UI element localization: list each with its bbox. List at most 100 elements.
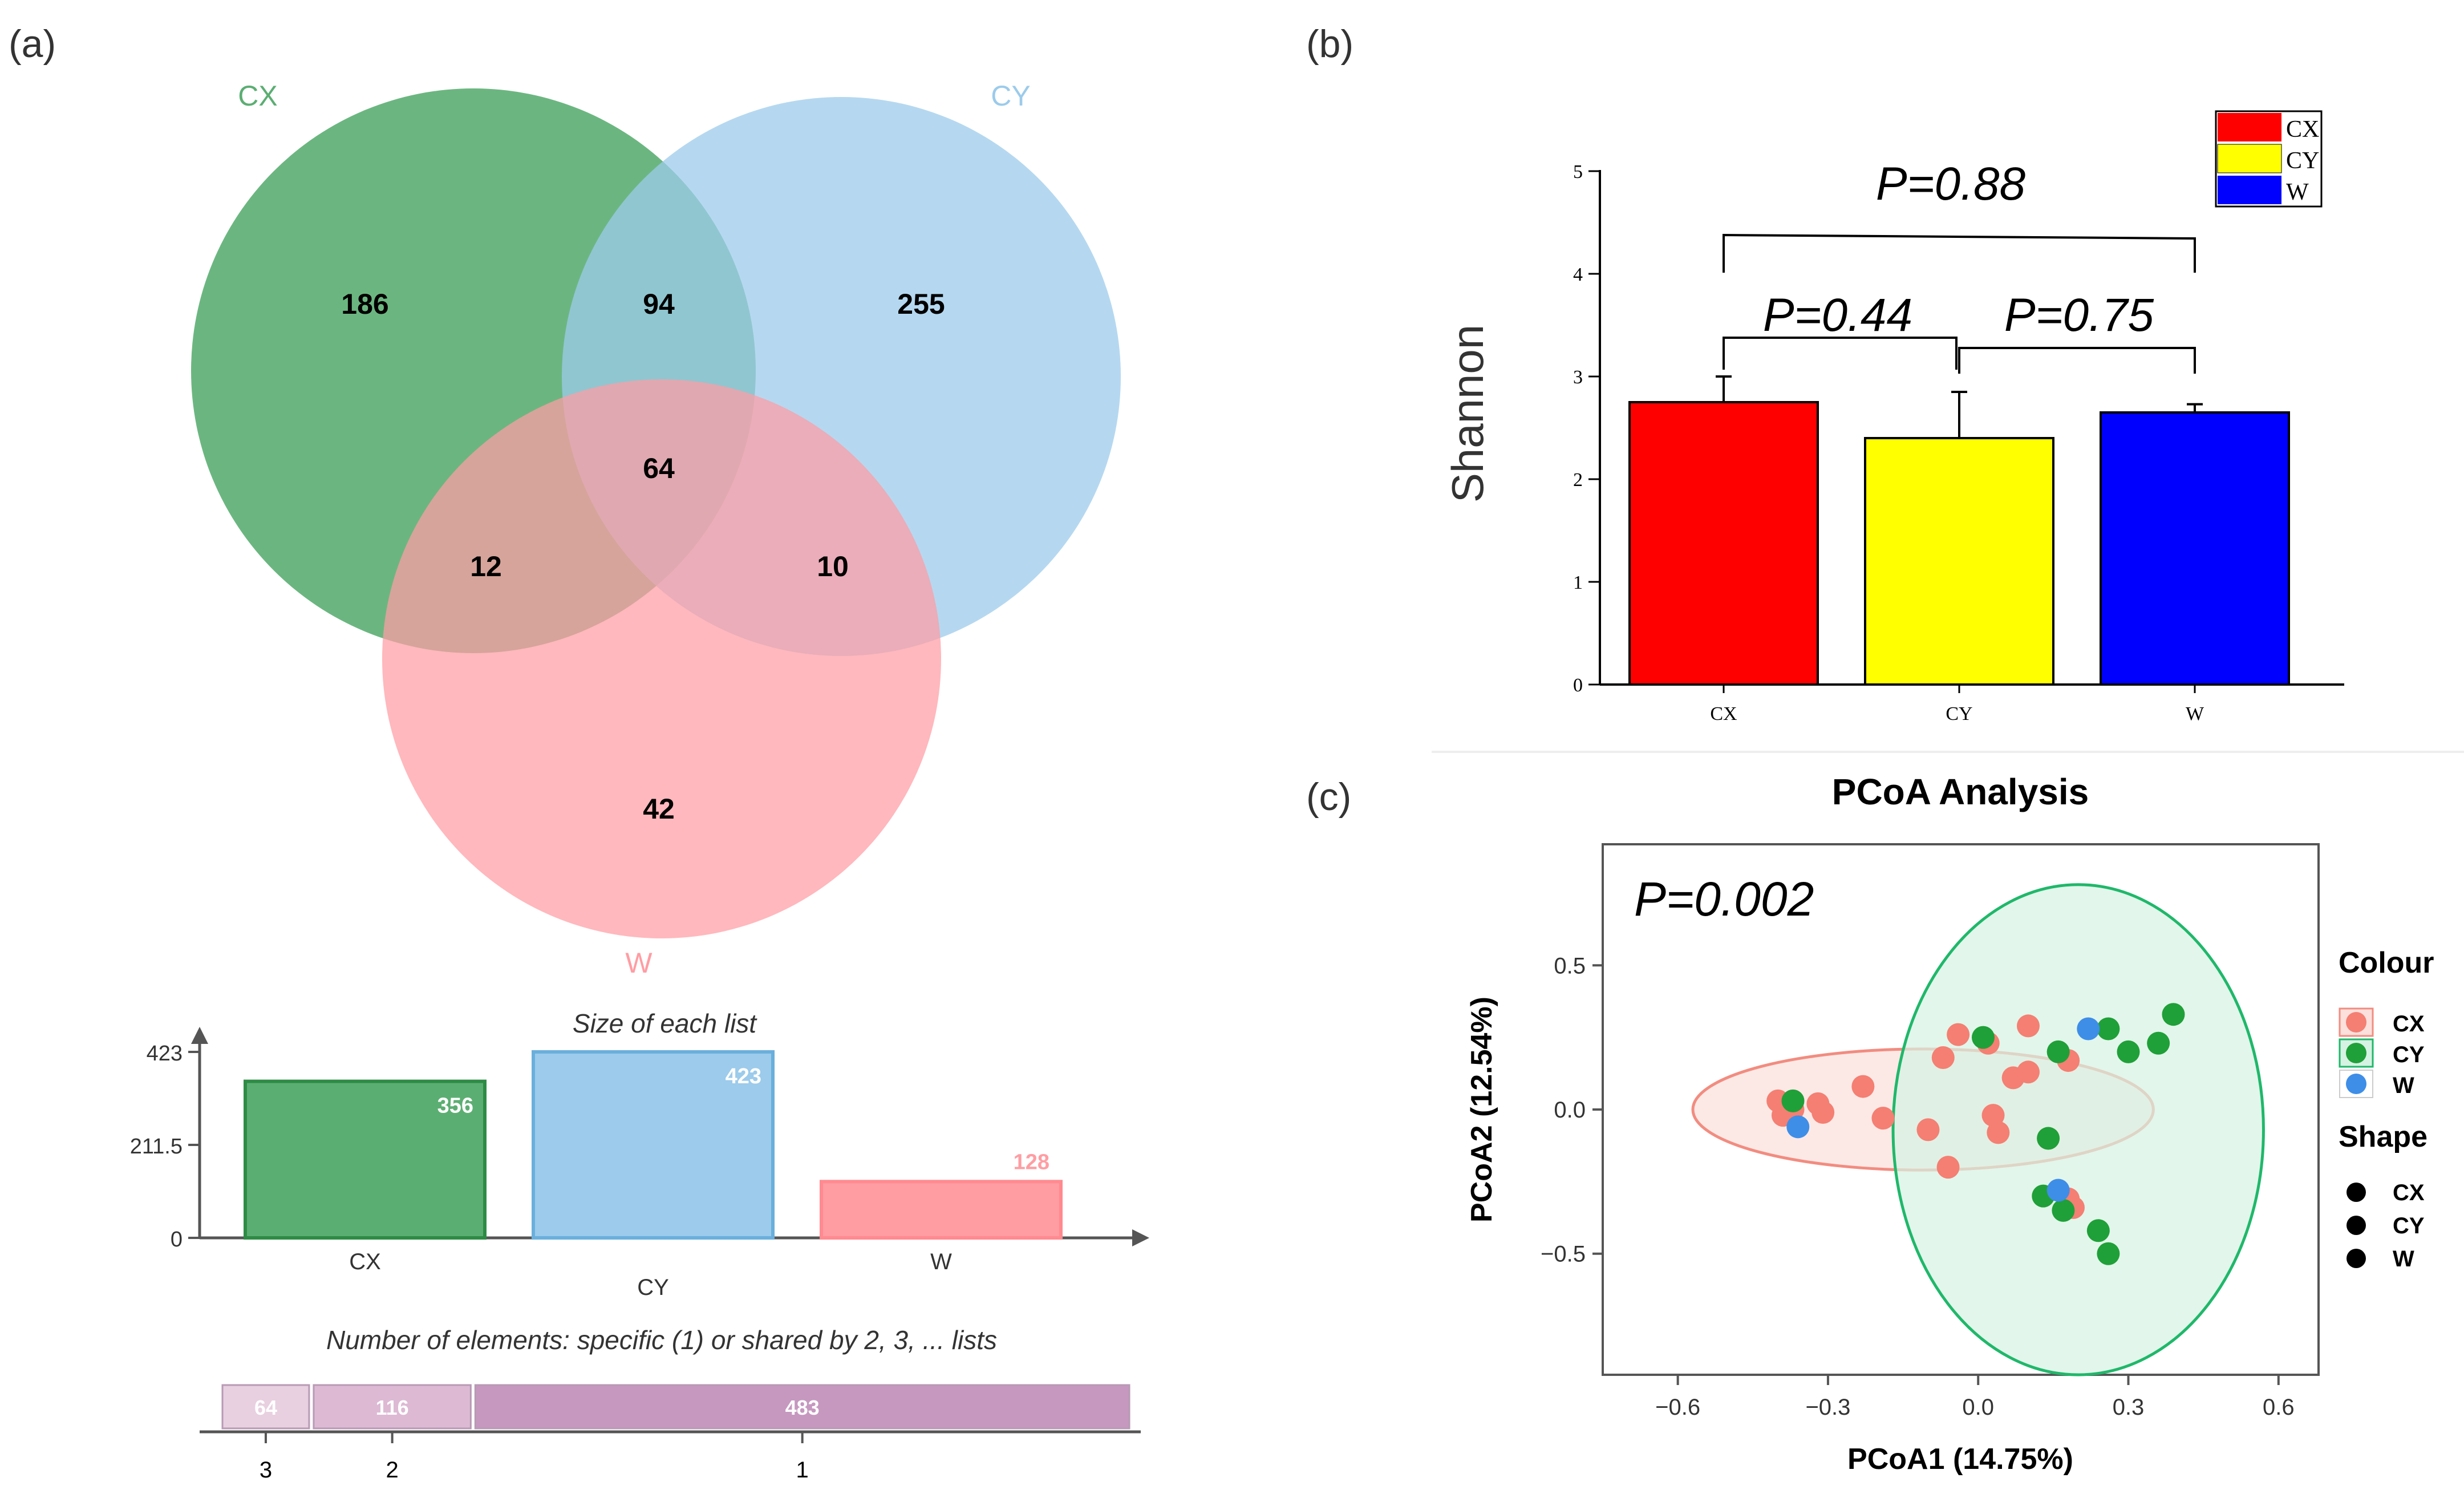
pcoa-point-cy — [2037, 1127, 2060, 1150]
pcoa-point-cy — [1781, 1089, 1805, 1112]
venn-region-cy-only: 255 — [897, 288, 945, 320]
size-bar-w — [820, 1180, 1063, 1240]
venn-region-cy-w: 10 — [817, 550, 849, 582]
pcoa-x-tick-label: 0.0 — [1962, 1395, 1994, 1420]
pcoa-point-cx — [2016, 1014, 2040, 1038]
pcoa-point-cy — [2097, 1242, 2120, 1265]
legend-swatch-cy — [2217, 144, 2282, 173]
pcoa-point-cx — [1987, 1121, 2010, 1144]
pcoa-x-tick-label: 0.6 — [2263, 1395, 2295, 1420]
pcoa-point-cy — [2097, 1017, 2120, 1040]
shared-category-3: 3 — [260, 1457, 272, 1483]
pcoa-legend-label-w: W — [2393, 1073, 2414, 1098]
pcoa-point-cx — [2016, 1060, 2040, 1084]
shannon-y-label: Shannon — [1442, 325, 1493, 503]
size-bar-value-cy: 423 — [726, 1064, 761, 1088]
legend-swatch-cx — [2218, 113, 2281, 141]
pcoa-point-cx — [1947, 1023, 1970, 1046]
size-bar-chart: Size of each list 0 211.5 423 356 CX 423 CY 12… — [130, 1009, 1149, 1300]
pcoa-y-label: PCoA2 (12.54%) — [1465, 997, 1498, 1222]
size-bar-category-w: W — [930, 1249, 952, 1274]
shannon-x-label-w: W — [2186, 703, 2204, 724]
size-bar-category-cx: CX — [349, 1249, 381, 1274]
pcoa-x-tick-label: −0.3 — [1805, 1395, 1850, 1420]
shannon-bar-chart: Shannon 0 1 2 3 4 5 CX CY W P=0.88 P=0.44 P=0.7… — [1442, 110, 2344, 724]
shannon-y-tick-label: 3 — [1573, 367, 1583, 388]
shared-segment-value-3: 64 — [254, 1396, 277, 1419]
pcoa-ellipse-cy — [1891, 883, 2265, 1376]
pcoa-legend-colour-title: Colour — [2339, 946, 2434, 979]
venn-region-cx-w: 12 — [470, 550, 502, 582]
pcoa-point-cy — [2147, 1031, 2170, 1055]
pcoa-point-cy — [1971, 1026, 1995, 1049]
pcoa-shape-label-cx: CX — [2393, 1180, 2425, 1205]
shannon-bar-w — [2100, 411, 2290, 686]
size-bar-value-cx: 356 — [437, 1094, 473, 1118]
size-bar-value-w: 128 — [1014, 1150, 1049, 1174]
venn-region-cx-only: 186 — [341, 288, 388, 320]
pcoa-y-tick-label: 0.5 — [1554, 953, 1586, 978]
pcoa-point-w — [1786, 1115, 1810, 1139]
pcoa-point-cy — [2162, 1003, 2185, 1026]
bracket-cx-cy — [1723, 337, 1958, 370]
pcoa-p-annotation: P=0.002 — [1634, 872, 1814, 926]
legend-swatch-w — [2218, 176, 2281, 204]
bracket-cx-w — [1723, 233, 2196, 273]
size-y-tick-label: 211.5 — [130, 1135, 183, 1159]
shannon-y-tick-label: 1 — [1573, 572, 1583, 593]
shared-category-2: 2 — [386, 1457, 399, 1483]
legend-label-cy: CY — [2286, 148, 2319, 174]
shared-elements-chart: Number of elements: specific (1) or shar… — [200, 1325, 1141, 1483]
pcoa-x-tick-label: −0.6 — [1655, 1395, 1700, 1420]
shared-segment-1 — [474, 1384, 1130, 1430]
venn-diagram: CX CY W 186 255 42 94 12 10 64 — [191, 80, 1121, 979]
panel-b-label: (b) — [1306, 22, 1353, 66]
pcoa-point-cx — [1936, 1156, 1960, 1179]
pcoa-point-cx — [1981, 1104, 2005, 1127]
pcoa-legend-dot-w — [2346, 1074, 2366, 1094]
pcoa-point-w — [2046, 1179, 2070, 1202]
shared-segment-value-2: 116 — [376, 1396, 409, 1419]
pcoa-point-cx — [1811, 1101, 1835, 1124]
shannon-x-label-cx: CX — [1710, 703, 1737, 724]
shannon-bar-cy — [1864, 437, 2054, 686]
panel-a-label: (a) — [9, 22, 56, 66]
pcoa-title: PCoA Analysis — [1832, 771, 2089, 812]
shannon-legend: CX CY W — [2215, 110, 2323, 208]
bracket-cy-w — [1958, 347, 2196, 374]
pcoa-shape-label-w: W — [2393, 1246, 2414, 1272]
shared-segment-3 — [221, 1384, 310, 1430]
pcoa-y-tick-label: −0.5 — [1541, 1242, 1586, 1267]
pcoa-shape-label-cy: CY — [2393, 1213, 2425, 1238]
venn-region-all: 64 — [643, 452, 675, 484]
pcoa-legend-dot-cy — [2346, 1043, 2366, 1063]
pcoa-legend-shape-title: Shape — [2339, 1120, 2427, 1153]
pcoa-point-cx — [1851, 1075, 1875, 1098]
pcoa-x-tick-label: 0.3 — [2113, 1395, 2145, 1420]
pcoa-legend-label-cy: CY — [2393, 1042, 2425, 1067]
size-y-tick-label: 423 — [147, 1042, 183, 1066]
shannon-legend-frame — [2215, 110, 2323, 208]
venn-set-label-cy: CY — [991, 80, 1030, 112]
pcoa-shape-dot-cy — [2347, 1216, 2366, 1235]
shared-segment-value-1: 483 — [785, 1396, 820, 1419]
pcoa-x-label: PCoA1 (14.75%) — [1847, 1443, 2073, 1476]
pcoa-point-w — [2077, 1017, 2100, 1040]
shared-segment-2 — [313, 1384, 472, 1430]
pcoa-legend-label-cx: CX — [2393, 1011, 2425, 1037]
venn-region-cx-cy: 94 — [643, 288, 675, 320]
venn-circle-w — [382, 379, 941, 938]
pcoa-y-tick-label: 0.0 — [1554, 1098, 1586, 1123]
size-bar-cx — [244, 1079, 487, 1240]
p-annotation-cy-w: P=0.75 — [2004, 289, 2154, 341]
shannon-bar-cx — [1628, 401, 1819, 686]
pcoa-point-cy — [2117, 1040, 2140, 1063]
pcoa-point-cy — [2052, 1199, 2075, 1222]
size-bar-cy — [532, 1050, 775, 1240]
pcoa-point-cy — [2046, 1040, 2070, 1063]
pcoa-chart: PCoA Analysis P=0.002 −0.6 −0.3 0.0 0.3 0.6 −… — [1465, 771, 2434, 1476]
venn-set-label-cx: CX — [238, 80, 277, 112]
size-bar-category-cy: CY — [637, 1275, 669, 1300]
pcoa-legend: Colour CX CY W Shape CX CY W — [2339, 946, 2434, 1272]
